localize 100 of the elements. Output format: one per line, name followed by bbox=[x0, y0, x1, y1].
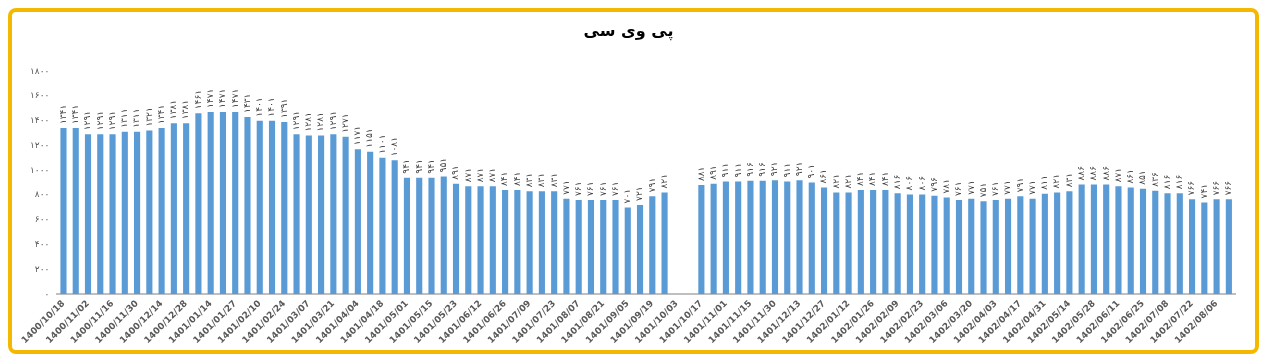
data-label: ۷۵۱ bbox=[977, 182, 988, 198]
data-label: ۱۰۸۱ bbox=[389, 136, 400, 157]
bar bbox=[968, 198, 975, 295]
bar bbox=[158, 128, 165, 295]
data-label: ۱۴۰۱ bbox=[254, 97, 265, 117]
data-label: ۷۷۱ bbox=[965, 180, 976, 195]
data-label: ۱۳۱۱ bbox=[119, 108, 130, 128]
bar bbox=[649, 196, 656, 295]
data-label: ۱۳۸۱ bbox=[180, 99, 191, 120]
bar bbox=[232, 111, 239, 295]
data-label: ۸۴۱ bbox=[855, 171, 866, 187]
y-tick-label: ۴۰۰ bbox=[34, 239, 50, 250]
bar bbox=[919, 194, 926, 295]
bar bbox=[698, 185, 705, 295]
bar bbox=[1213, 199, 1220, 295]
data-label: ۱۳۴۱ bbox=[155, 104, 166, 125]
bar bbox=[820, 187, 828, 295]
bar bbox=[207, 111, 214, 295]
bar bbox=[808, 182, 815, 295]
data-label: ۷۶۶ bbox=[1210, 180, 1221, 196]
bar bbox=[134, 131, 141, 295]
bar bbox=[60, 128, 67, 295]
bar bbox=[1115, 186, 1122, 295]
data-label: ۹۵۱ bbox=[438, 157, 449, 173]
data-label: ۹۴۱ bbox=[425, 159, 436, 174]
data-label: ۸۰۶ bbox=[904, 175, 915, 191]
data-label: ۸۴۱ bbox=[867, 171, 878, 187]
bar bbox=[894, 193, 901, 295]
data-label: ۹۱۶ bbox=[757, 162, 768, 177]
bar bbox=[992, 199, 999, 295]
data-label: ۹۱۶ bbox=[744, 162, 755, 177]
data-label: ۸۸۶ bbox=[1076, 165, 1086, 181]
bar bbox=[84, 134, 92, 295]
data-label: ۸۱۶ bbox=[1161, 174, 1172, 190]
data-label: ۷۹۱ bbox=[1014, 177, 1025, 193]
data-label: ۷۰۱ bbox=[622, 188, 633, 204]
bar bbox=[293, 134, 300, 295]
bar bbox=[710, 183, 717, 295]
data-label: ۸۷۱ bbox=[487, 167, 498, 183]
bar bbox=[980, 201, 987, 295]
bar bbox=[870, 190, 877, 295]
data-label: ۱۲۸۱ bbox=[303, 112, 314, 132]
y-tick-label: ۱۲۰۰ bbox=[29, 139, 50, 150]
data-label: ۸۲۱ bbox=[1051, 174, 1062, 189]
bar bbox=[955, 199, 963, 295]
bar bbox=[416, 177, 423, 295]
bar bbox=[354, 149, 361, 295]
bar bbox=[219, 111, 227, 295]
bar bbox=[563, 198, 570, 295]
data-label: ۸۳۱ bbox=[1063, 172, 1074, 188]
data-label: ۷۷۱ bbox=[560, 180, 571, 195]
bar bbox=[575, 199, 582, 295]
y-tick-label: ۲۰۰ bbox=[34, 263, 50, 274]
bar bbox=[452, 183, 460, 295]
bar bbox=[440, 176, 447, 295]
data-label: ۱۲۹۱ bbox=[327, 110, 338, 131]
bar bbox=[1152, 190, 1159, 295]
data-label: ۷۶۱ bbox=[573, 181, 584, 196]
data-label: ۸۲۱ bbox=[830, 174, 841, 189]
bar bbox=[97, 134, 104, 295]
bar bbox=[330, 134, 337, 295]
bar bbox=[833, 192, 840, 295]
y-tick-label: ۶۰۰ bbox=[34, 214, 50, 225]
bar bbox=[268, 120, 276, 295]
data-label: ۷۷۱ bbox=[1026, 180, 1037, 195]
data-label: ۱۴۶۱ bbox=[192, 89, 203, 110]
data-label: ۱۴۷۱ bbox=[205, 88, 216, 108]
bar bbox=[403, 177, 411, 295]
data-label: ۱۴۷۱ bbox=[217, 88, 228, 108]
bar bbox=[1054, 192, 1061, 295]
data-label: ۸۷۱ bbox=[462, 167, 473, 183]
data-label: ۷۷۱ bbox=[1002, 180, 1013, 195]
y-tick-label: ۱۸۰۰ bbox=[29, 65, 50, 76]
data-label: ۸۶۱ bbox=[1125, 169, 1136, 184]
bar bbox=[526, 191, 533, 295]
data-label: ۸۸۶ bbox=[1100, 165, 1111, 181]
data-label: ۱۲۸۱ bbox=[315, 112, 326, 132]
data-label: ۱۲۹۱ bbox=[94, 110, 105, 131]
data-label: ۱۳۹۱ bbox=[278, 98, 289, 118]
data-label: ۱۳۸۱ bbox=[168, 99, 179, 120]
data-label: ۱۳۲۱ bbox=[143, 107, 154, 127]
data-label: ۹۱۱ bbox=[781, 162, 792, 178]
data-label: ۱۲۹۱ bbox=[290, 110, 301, 131]
bar bbox=[1004, 198, 1012, 295]
bar bbox=[305, 135, 312, 295]
y-tick-label: ۰ bbox=[44, 288, 50, 299]
bar bbox=[146, 130, 153, 295]
data-label: ۹۴۱ bbox=[413, 159, 424, 174]
data-label: ۸۴۱ bbox=[511, 171, 522, 187]
bar bbox=[318, 135, 325, 295]
data-label: ۱۱۰۱ bbox=[376, 134, 387, 154]
bar bbox=[514, 190, 521, 295]
data-label: ۸۳۶ bbox=[1149, 172, 1160, 187]
data-label: ۹۱۱ bbox=[720, 162, 731, 178]
y-tick-label: ۱۴۰۰ bbox=[29, 115, 50, 126]
data-label: ۹۲۱ bbox=[793, 161, 804, 177]
bar bbox=[1225, 199, 1232, 295]
bar bbox=[600, 199, 607, 295]
bar bbox=[1176, 193, 1183, 295]
data-label: ۱۳۱۱ bbox=[131, 108, 142, 128]
